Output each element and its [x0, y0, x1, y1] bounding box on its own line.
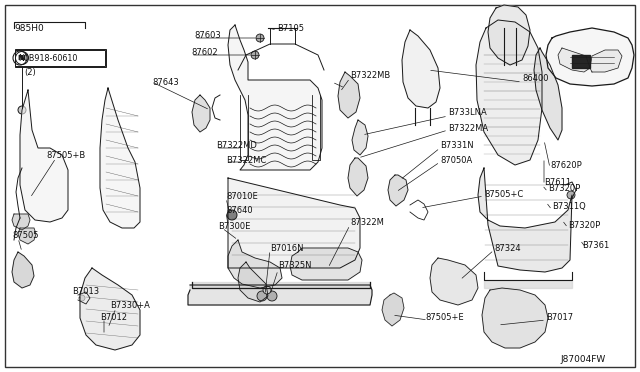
Polygon shape	[476, 20, 542, 165]
Text: 87505+E: 87505+E	[425, 314, 463, 323]
Circle shape	[251, 51, 259, 59]
Text: 87010E: 87010E	[226, 192, 258, 201]
Circle shape	[256, 34, 264, 42]
Text: B7320P: B7320P	[568, 221, 600, 230]
Text: 87322M: 87322M	[350, 218, 384, 227]
Text: B7105: B7105	[277, 23, 304, 32]
Polygon shape	[546, 28, 634, 86]
Polygon shape	[228, 178, 360, 268]
Text: B7611: B7611	[544, 177, 571, 186]
Text: 87643: 87643	[152, 77, 179, 87]
Text: (2): (2)	[24, 67, 36, 77]
Polygon shape	[290, 248, 362, 280]
Text: 87050A: 87050A	[440, 155, 472, 164]
Polygon shape	[20, 90, 68, 222]
Text: 86400: 86400	[522, 74, 548, 83]
Circle shape	[227, 210, 237, 220]
Polygon shape	[482, 288, 548, 348]
Polygon shape	[192, 282, 370, 288]
Text: 87505: 87505	[12, 231, 38, 240]
Polygon shape	[478, 168, 572, 272]
Polygon shape	[188, 285, 372, 305]
Polygon shape	[348, 158, 368, 196]
Polygon shape	[192, 95, 210, 132]
Text: 87505+C: 87505+C	[484, 189, 524, 199]
Polygon shape	[402, 30, 440, 108]
Circle shape	[267, 291, 277, 301]
Circle shape	[18, 106, 26, 114]
Text: B7017: B7017	[546, 314, 573, 323]
Polygon shape	[388, 175, 408, 206]
Text: 87603: 87603	[194, 31, 221, 39]
Text: N: N	[17, 55, 23, 61]
Text: 87640: 87640	[226, 205, 253, 215]
Text: B7016N: B7016N	[270, 244, 303, 253]
Polygon shape	[100, 88, 140, 228]
Polygon shape	[238, 262, 268, 302]
Text: 87324: 87324	[494, 244, 520, 253]
Text: B7330+A: B7330+A	[110, 301, 150, 310]
Polygon shape	[382, 293, 404, 326]
Polygon shape	[352, 120, 368, 155]
Text: N0B918-60610: N0B918-60610	[18, 54, 77, 62]
Polygon shape	[534, 48, 562, 140]
Text: B733LNA: B733LNA	[448, 108, 487, 116]
Text: 985H0: 985H0	[14, 23, 44, 32]
Text: B7322MD: B7322MD	[216, 141, 257, 150]
Text: 87620P: 87620P	[550, 160, 582, 170]
Polygon shape	[18, 228, 36, 244]
Text: J87004FW: J87004FW	[560, 356, 605, 365]
Text: B7322MB: B7322MB	[350, 71, 390, 80]
Polygon shape	[430, 258, 478, 305]
Text: B7322MA: B7322MA	[448, 124, 488, 132]
Text: B7322MC: B7322MC	[226, 155, 266, 164]
Circle shape	[257, 291, 267, 301]
Polygon shape	[572, 55, 590, 68]
Text: B7320P: B7320P	[548, 183, 580, 192]
Text: 87602: 87602	[191, 48, 218, 57]
Text: B7013: B7013	[72, 288, 99, 296]
Polygon shape	[558, 48, 590, 72]
Polygon shape	[80, 268, 140, 350]
Polygon shape	[228, 25, 322, 170]
Text: B7331N: B7331N	[440, 141, 474, 150]
Circle shape	[79, 295, 85, 301]
Polygon shape	[228, 240, 282, 288]
Text: B7300E: B7300E	[218, 221, 250, 231]
Text: B7361: B7361	[582, 241, 609, 250]
Bar	[15, 50, 105, 66]
Polygon shape	[484, 280, 572, 288]
Polygon shape	[488, 5, 530, 65]
Circle shape	[567, 191, 575, 199]
Text: B7012: B7012	[100, 314, 127, 323]
Text: B7325N: B7325N	[278, 260, 312, 269]
Text: N: N	[19, 55, 25, 61]
Text: 87505+B: 87505+B	[46, 151, 85, 160]
Polygon shape	[338, 72, 360, 118]
Polygon shape	[12, 252, 34, 288]
Polygon shape	[12, 214, 30, 230]
Circle shape	[263, 286, 271, 294]
Text: B7311Q: B7311Q	[552, 202, 586, 211]
Polygon shape	[590, 50, 622, 72]
